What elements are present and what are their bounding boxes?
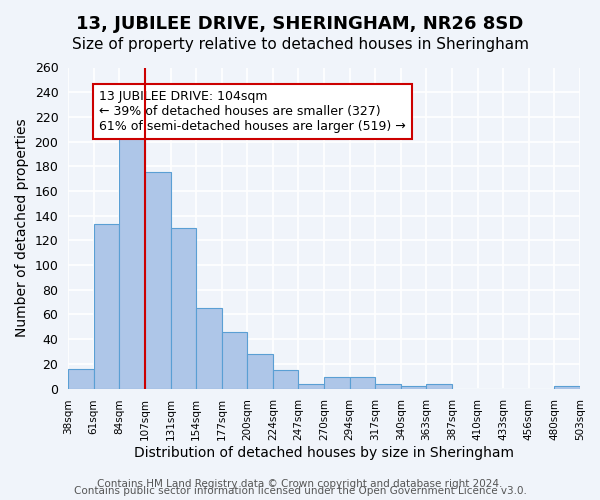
- Text: 13 JUBILEE DRIVE: 104sqm
← 39% of detached houses are smaller (327)
61% of semi-: 13 JUBILEE DRIVE: 104sqm ← 39% of detach…: [99, 90, 406, 133]
- Bar: [401, 386, 427, 388]
- Text: Contains public sector information licensed under the Open Government Licence v3: Contains public sector information licen…: [74, 486, 526, 496]
- Bar: [119, 124, 145, 388]
- Bar: [247, 354, 273, 388]
- Bar: [350, 378, 375, 388]
- Bar: [170, 228, 196, 388]
- Bar: [196, 308, 222, 388]
- Y-axis label: Number of detached properties: Number of detached properties: [15, 118, 29, 338]
- Bar: [145, 172, 170, 388]
- X-axis label: Distribution of detached houses by size in Sheringham: Distribution of detached houses by size …: [134, 446, 514, 460]
- Bar: [375, 384, 401, 388]
- Bar: [94, 224, 119, 388]
- Bar: [222, 332, 247, 388]
- Bar: [68, 369, 94, 388]
- Text: Contains HM Land Registry data © Crown copyright and database right 2024.: Contains HM Land Registry data © Crown c…: [97, 479, 503, 489]
- Bar: [324, 378, 350, 388]
- Bar: [427, 384, 452, 388]
- Bar: [273, 370, 298, 388]
- Bar: [554, 386, 580, 388]
- Text: 13, JUBILEE DRIVE, SHERINGHAM, NR26 8SD: 13, JUBILEE DRIVE, SHERINGHAM, NR26 8SD: [76, 15, 524, 33]
- Bar: [298, 384, 324, 388]
- Text: Size of property relative to detached houses in Sheringham: Size of property relative to detached ho…: [71, 38, 529, 52]
